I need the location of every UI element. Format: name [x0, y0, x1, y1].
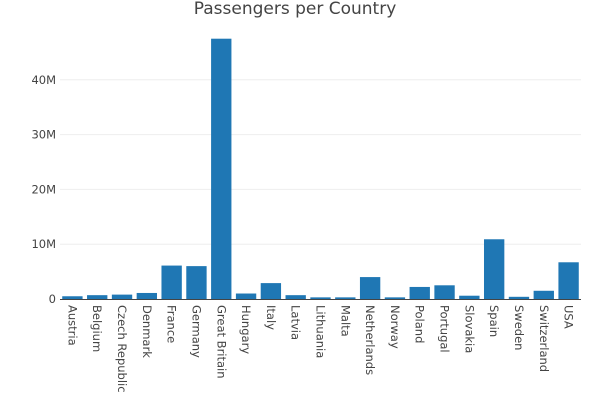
gridlines	[60, 79, 581, 245]
x-tick-label: Switzerland	[537, 305, 551, 372]
bar-sweden[interactable]	[508, 296, 530, 299]
x-tick-label: Great Britain	[214, 305, 228, 379]
y-tick-label: 20M	[31, 182, 56, 196]
bar-denmark[interactable]	[136, 292, 158, 299]
bar-great-britain[interactable]	[211, 38, 232, 299]
bar-netherlands[interactable]	[359, 277, 381, 299]
x-tick-label: Spain	[487, 305, 501, 337]
bar-portugal[interactable]	[434, 285, 455, 299]
bar-lithuania[interactable]	[310, 297, 331, 299]
x-tick-label: Germany	[189, 305, 203, 358]
x-tick-label: Belgium	[90, 305, 104, 352]
y-tick-label: 40M	[31, 73, 56, 87]
x-tick-label: Portugal	[438, 305, 452, 353]
x-tick-label: Lithuania	[314, 305, 328, 358]
bar-hungary[interactable]	[235, 293, 257, 299]
bars	[62, 38, 579, 299]
bar-slovakia[interactable]	[459, 295, 480, 299]
x-tick-label: Poland	[413, 305, 427, 343]
x-tick-label: Denmark	[140, 305, 154, 358]
x-tick-label: Netherlands	[363, 305, 377, 375]
x-tick-label: France	[165, 305, 179, 343]
bar-germany[interactable]	[186, 266, 207, 299]
bar-switzerland[interactable]	[533, 290, 554, 299]
y-tick-label: 0	[49, 292, 56, 306]
bar-poland[interactable]	[409, 286, 430, 299]
x-tick-label: USA	[562, 305, 576, 329]
y-tick-label: 30M	[31, 128, 56, 142]
y-tick-label: 10M	[31, 237, 56, 251]
bar-belgium[interactable]	[87, 295, 108, 299]
bar-austria[interactable]	[62, 296, 83, 299]
x-tick-label: Sweden	[512, 305, 526, 350]
y-axis-ticks: 0 10M 20M 30M 40M	[31, 73, 56, 306]
bar-usa[interactable]	[558, 262, 579, 299]
bar-spain[interactable]	[483, 239, 505, 299]
x-tick-label: Slovakia	[462, 305, 476, 353]
bar-norway[interactable]	[384, 297, 406, 299]
x-axis-ticks: Austria Belgium Czech Republic Denmark Franc…	[65, 305, 575, 393]
x-tick-label: Malta	[338, 305, 352, 337]
bar-czech-republic[interactable]	[111, 294, 133, 299]
x-tick-label: Austria	[65, 305, 79, 346]
bar-france[interactable]	[161, 265, 182, 299]
x-tick-label: Italy	[264, 305, 278, 330]
chart-title: Passengers per Country	[194, 0, 397, 19]
x-tick-label: Norway	[388, 305, 402, 349]
x-tick-label: Czech Republic	[115, 305, 129, 393]
bar-italy[interactable]	[260, 283, 282, 299]
bar-latvia[interactable]	[285, 295, 306, 299]
x-tick-label: Latvia	[289, 305, 303, 340]
bar-malta[interactable]	[335, 297, 356, 299]
x-tick-label: Hungary	[239, 305, 253, 354]
